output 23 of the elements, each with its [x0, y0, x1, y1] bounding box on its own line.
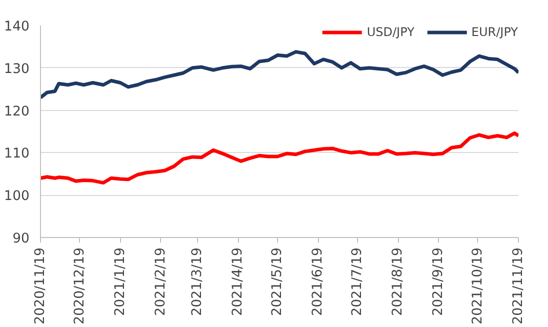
y-tick-label: 140 [4, 20, 30, 34]
x-tick-label: 2021/6/19 [310, 247, 326, 316]
x-tick-label: 2021/1/19 [112, 247, 128, 316]
x-tick-label: 2021/4/19 [230, 247, 246, 316]
x-tick-label: 2021/5/19 [270, 247, 286, 316]
x-tick-label: 2021/9/19 [431, 247, 446, 316]
x-tick-label: 2020/12/19 [72, 247, 88, 324]
x-tick-label: 2021/11/19 [511, 247, 526, 324]
y-tick-label: 110 [4, 146, 30, 162]
x-tick-label: 2021/8/19 [390, 247, 406, 316]
legend-label: USD/JPY [366, 25, 414, 39]
y-tick-label: 120 [4, 104, 30, 120]
y-tick-label: 100 [4, 189, 30, 204]
x-tick-label: 2020/11/19 [33, 247, 48, 324]
x-tick-label: 2021/10/19 [470, 247, 486, 324]
x-tick-label: 2021/3/19 [190, 247, 206, 316]
line-series [40, 131, 518, 185]
x-tick-label: 2021/2/19 [153, 247, 168, 316]
x-tick-label: 2021/7/19 [350, 247, 365, 316]
line-series [40, 50, 518, 100]
y-tick-label: 90 [12, 232, 30, 246]
legend-label: EUR/JPY [471, 25, 518, 39]
y-tick-label: 130 [4, 62, 30, 77]
